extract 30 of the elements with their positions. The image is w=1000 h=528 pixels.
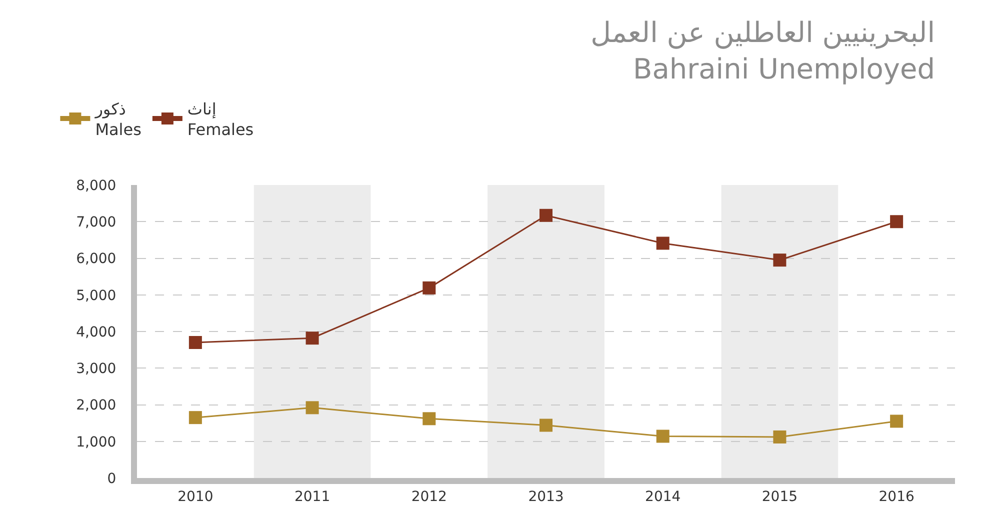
point bbox=[306, 401, 319, 414]
point bbox=[540, 208, 552, 222]
y-tick-label: 7,000 bbox=[76, 214, 116, 231]
y-tick-label: 3,000 bbox=[76, 361, 116, 378]
point bbox=[188, 336, 202, 349]
y-tick-label: 6,000 bbox=[76, 251, 116, 268]
point bbox=[656, 430, 670, 443]
y-tick-label: 5,000 bbox=[76, 288, 116, 304]
x-tick-label: 2010 bbox=[178, 488, 214, 505]
point bbox=[773, 430, 786, 444]
point bbox=[773, 254, 786, 267]
point bbox=[188, 411, 202, 424]
y-tick-label: 4,000 bbox=[76, 324, 116, 340]
y-tick-label: 2,000 bbox=[76, 398, 116, 414]
x-tick-label: 2013 bbox=[528, 488, 564, 505]
x-tick-label: 2015 bbox=[762, 488, 798, 505]
point bbox=[306, 332, 319, 345]
point bbox=[656, 236, 670, 250]
point bbox=[890, 215, 904, 228]
y-tick-label: 0 bbox=[107, 470, 116, 487]
x-tick-label: 2016 bbox=[878, 488, 914, 505]
y-tick-label: 1,000 bbox=[76, 434, 116, 450]
point bbox=[540, 418, 552, 432]
x-tick-label: 2014 bbox=[645, 488, 681, 505]
x-tick-label: 2012 bbox=[411, 488, 447, 505]
point bbox=[422, 412, 436, 426]
point bbox=[422, 281, 436, 294]
y-tick-label: 8,000 bbox=[76, 178, 116, 194]
point bbox=[890, 414, 904, 428]
x-tick-label: 2011 bbox=[294, 488, 330, 505]
